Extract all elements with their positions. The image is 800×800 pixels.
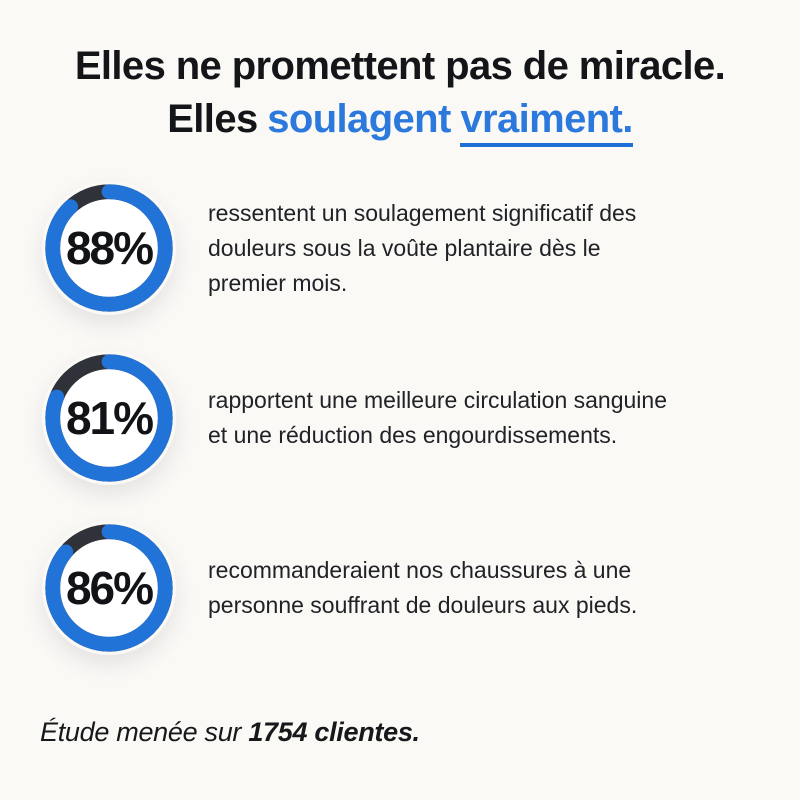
donut-ring-svg <box>45 354 173 482</box>
study-note-sample-size: 1754 clientes. <box>248 717 420 747</box>
percent-value: 86% <box>65 562 154 614</box>
donut-ring-svg <box>45 524 173 652</box>
stat-description: ressentent un soulagement significatif d… <box>208 199 637 296</box>
headline-line1: Elles ne promettent pas de miracle. <box>74 44 726 88</box>
donut-chart-81: 81% <box>42 351 176 485</box>
ring-progress-arc <box>45 184 173 312</box>
donut-chart-88: 88% <box>42 181 176 315</box>
ring-inner-disc <box>45 524 173 652</box>
ring-inner-disc <box>45 184 173 312</box>
donut-chart-86: 86% <box>42 521 176 655</box>
stat-row-recommendation: 86% recommanderaient nos chaussures à un… <box>42 521 800 655</box>
stats-list: 88% ressentent un soulagement significat… <box>42 181 800 655</box>
percent-value: 88% <box>65 222 154 274</box>
donut-ring-svg <box>45 184 173 312</box>
headline-line2-black: Elles <box>167 97 258 141</box>
ring-inner-disc <box>45 354 173 482</box>
study-source-note: Étude menée sur 1754 clientes. <box>40 717 800 748</box>
percent-value: 81% <box>65 392 154 444</box>
stat-row-blood-circulation: 81% rapportent une meilleure circulation… <box>42 351 800 485</box>
ring-progress-arc <box>45 524 173 652</box>
study-note-prefix: Étude menée sur <box>40 717 242 747</box>
stat-description: rapportent une meilleure circulation san… <box>208 387 668 448</box>
headline-line2-accent-underlined: vraiment. <box>460 96 633 147</box>
stat-row-arch-pain-relief: 88% ressentent un soulagement significat… <box>42 181 800 315</box>
stat-description: recommanderaient nos chaussures à une pe… <box>208 557 638 618</box>
ring-progress-arc <box>45 354 173 482</box>
page-title: Elles ne promettent pas de miracle. Elle… <box>0 0 800 147</box>
headline-line2-accent: soulagent <box>267 97 451 141</box>
